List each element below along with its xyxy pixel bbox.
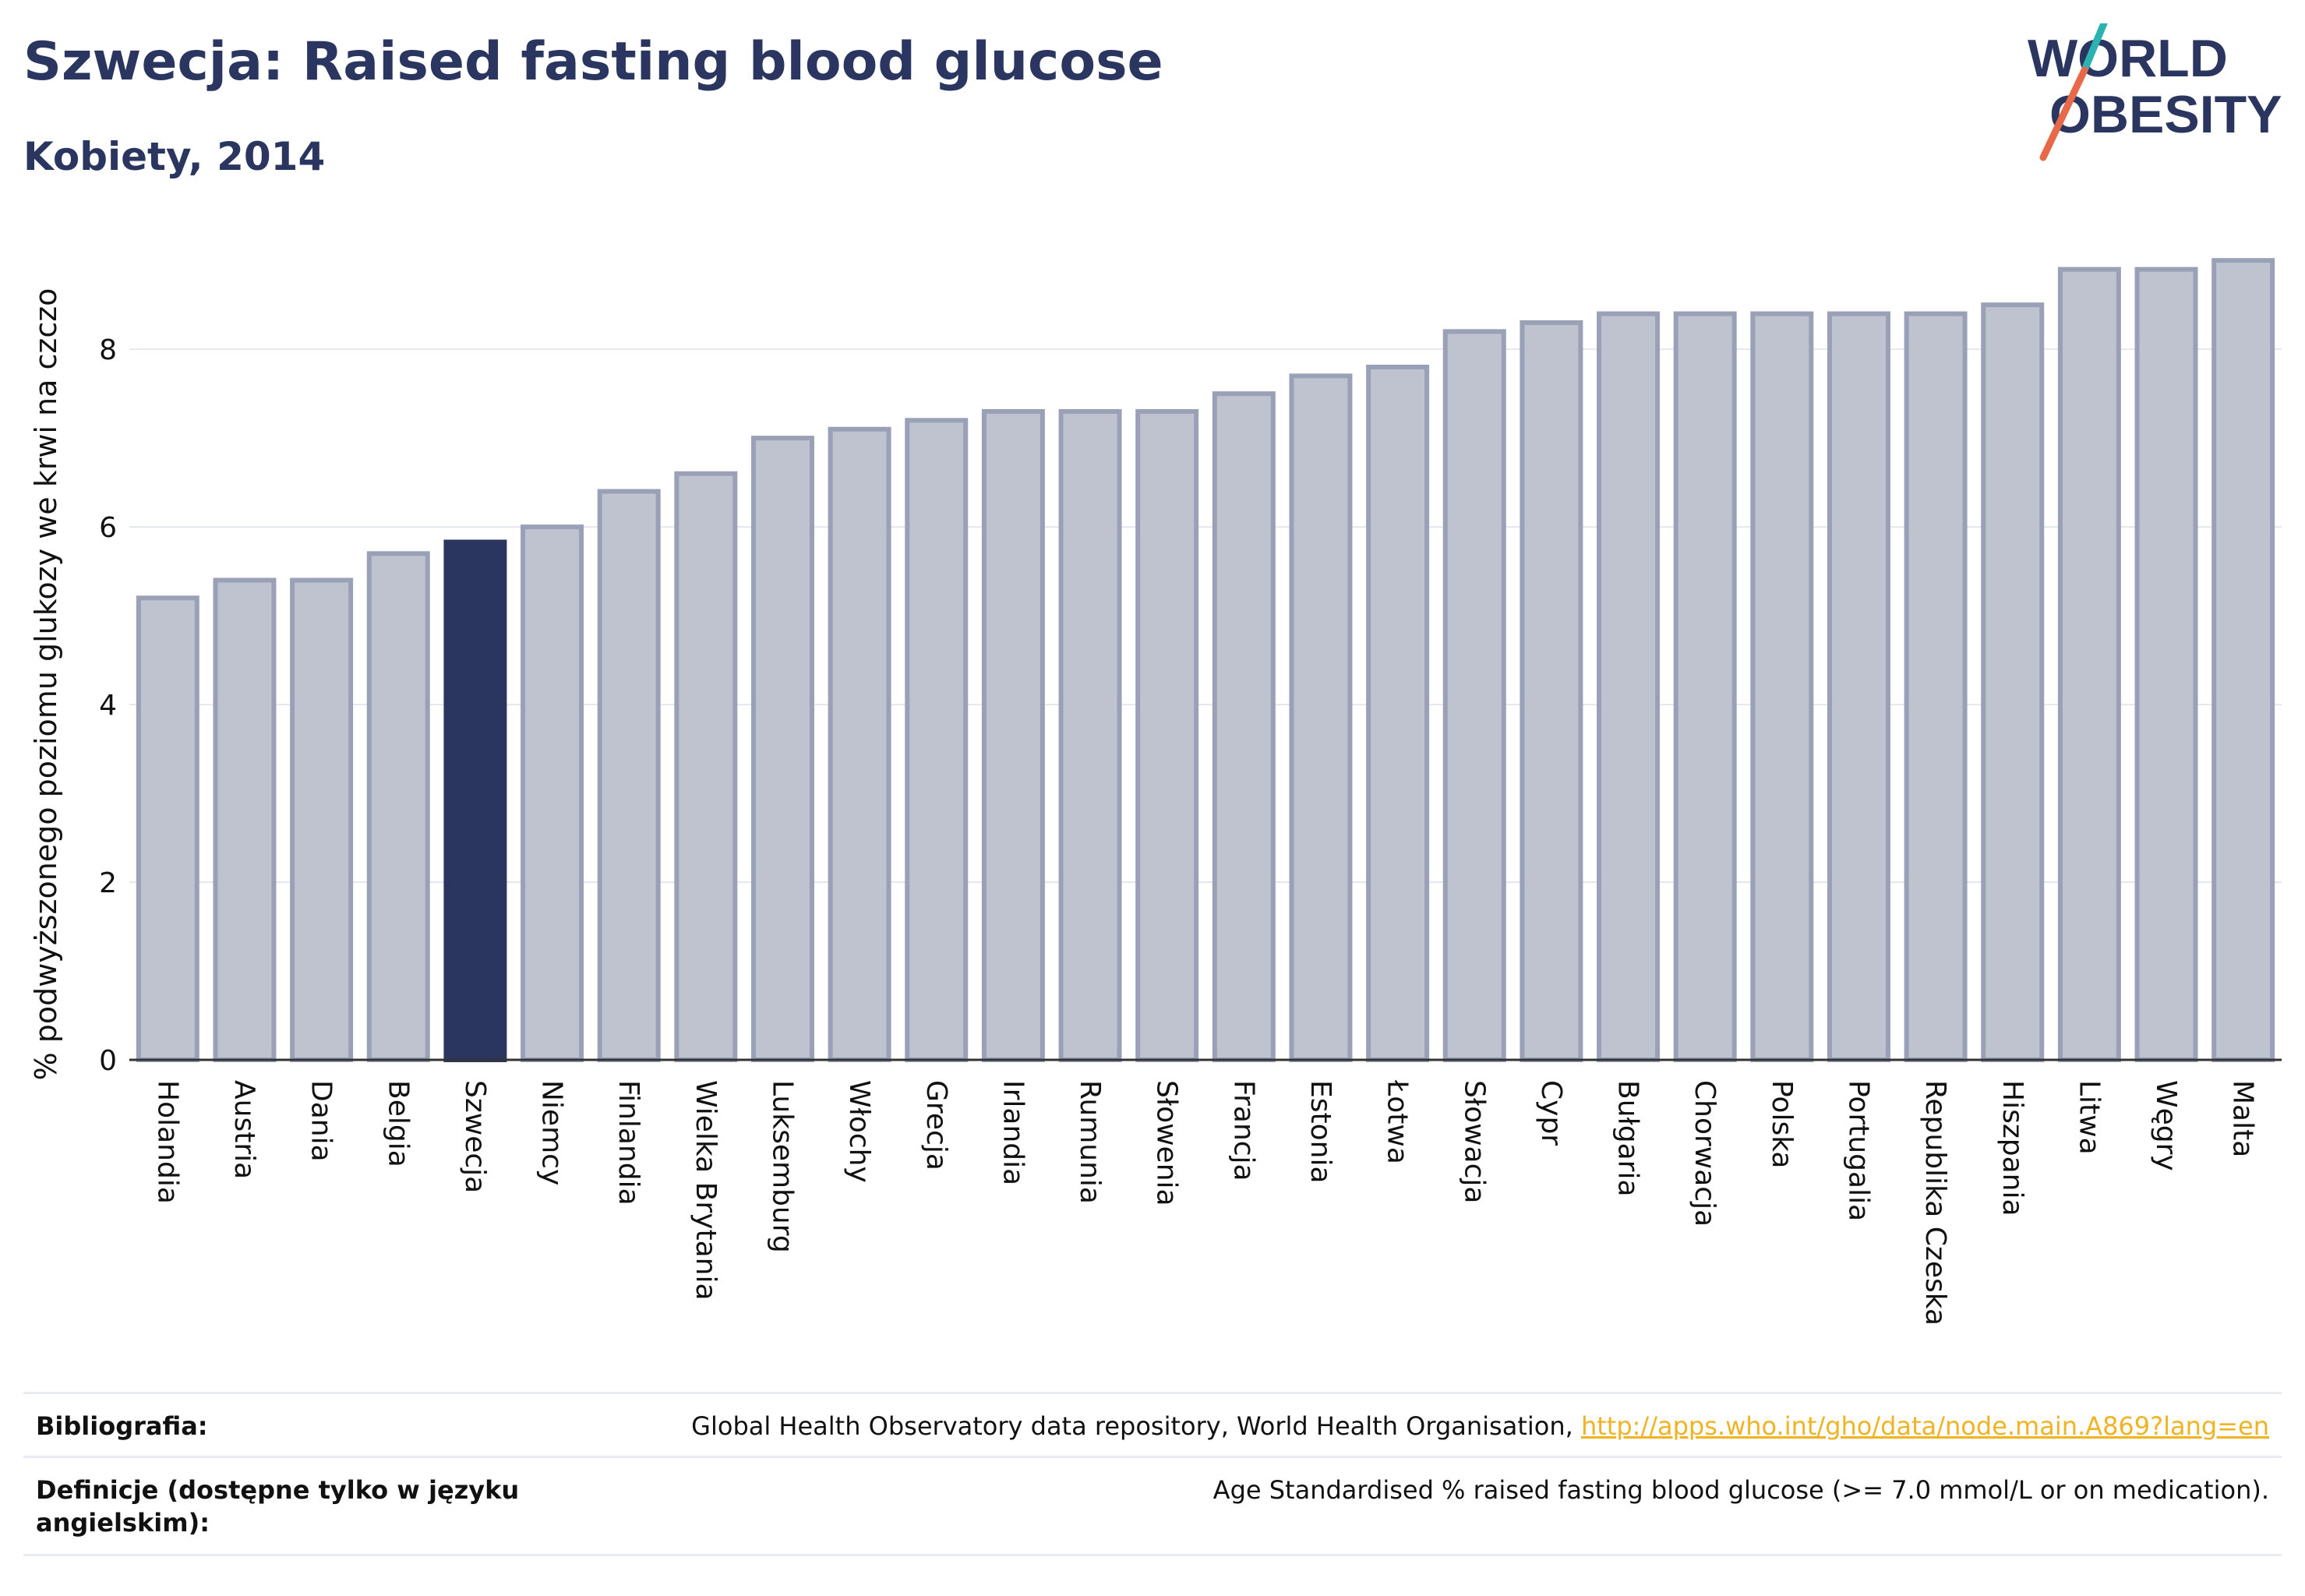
x-tick-label: Chorwacja xyxy=(1689,1080,1721,1227)
bar xyxy=(828,426,891,1062)
bar xyxy=(521,524,584,1062)
y-tick-label: 8 xyxy=(99,334,117,366)
bar-chart: Holandia Austria Dania Belgia Szwecja Niemcy F… xyxy=(29,258,2282,1326)
chart-subtitle: Kobiety, 2014 xyxy=(23,134,326,179)
x-tick-label: Grecja xyxy=(920,1080,952,1171)
x-tick-label: Dania xyxy=(305,1080,337,1162)
bar xyxy=(1904,311,1968,1063)
x-tick-label: Irlandia xyxy=(997,1080,1029,1185)
x-tick-label: Rumunia xyxy=(1074,1080,1106,1204)
bar xyxy=(213,577,277,1062)
bar xyxy=(290,577,354,1062)
x-tick-label: Niemcy xyxy=(536,1080,568,1185)
bibliography-label: Bibliografia: xyxy=(36,1411,208,1441)
y-tick-label: 0 xyxy=(99,1045,117,1077)
definition-value: Age Standardised % raised fasting blood … xyxy=(1213,1475,2269,1505)
bar xyxy=(2211,258,2275,1062)
x-tick-label: Polska xyxy=(1766,1080,1798,1168)
bar xyxy=(1289,373,1353,1062)
x-tick-label: Francja xyxy=(1227,1080,1259,1181)
bar xyxy=(1827,311,1890,1063)
x-tick-label: Malta xyxy=(2227,1080,2259,1157)
x-tick-label: Wielka Brytania xyxy=(690,1080,722,1301)
bar xyxy=(1135,408,1199,1062)
x-tick-label: Słowenia xyxy=(1151,1080,1183,1206)
y-axis-title: % podwyższonego poziomu glukozy we krwi … xyxy=(29,288,63,1081)
bibliography-text: Global Health Observatory data repositor… xyxy=(691,1411,1581,1441)
chart-title: Szwecja: Raised fasting blood glucose xyxy=(23,31,1163,93)
bar xyxy=(1673,311,1737,1063)
y-tick-label: 4 xyxy=(99,690,117,722)
x-tick-label: Finlandia xyxy=(612,1080,644,1206)
bibliography-row: Bibliografia: Global Health Observatory … xyxy=(23,1392,2282,1458)
y-tick-label: 2 xyxy=(99,867,117,899)
x-tick-label: Portugalia xyxy=(1842,1080,1874,1221)
bar xyxy=(905,418,969,1062)
bar xyxy=(1212,391,1276,1062)
definition-label: Definicje (dostępne tylko w języku angie… xyxy=(36,1475,520,1538)
x-tick-label: Holandia xyxy=(151,1080,183,1204)
bar xyxy=(750,436,814,1062)
bibliography-link[interactable]: http://apps.who.int/gho/data/node.main.A… xyxy=(1580,1411,2269,1441)
bar xyxy=(1520,320,1583,1062)
x-tick-labels: Holandia Austria Dania Belgia Szwecja Niemcy F… xyxy=(151,1079,2258,1326)
x-tick-label: Łotwa xyxy=(1382,1079,1414,1164)
x-tick-label: Włochy xyxy=(843,1080,875,1183)
footer-bottom-border xyxy=(23,1554,2282,1556)
bar xyxy=(2134,267,2198,1063)
bars xyxy=(136,258,2275,1063)
bar xyxy=(1442,329,1506,1062)
bar xyxy=(1058,408,1122,1062)
x-tick-label: Republika Czeska xyxy=(1919,1080,1951,1326)
y-tick-label: 6 xyxy=(99,512,117,544)
bar xyxy=(1597,311,1661,1063)
x-tick-label: Szwecja xyxy=(459,1080,491,1193)
x-tick-label: Słowacja xyxy=(1458,1080,1490,1203)
x-tick-label: Luksemburg xyxy=(766,1080,798,1253)
x-tick-label: Belgia xyxy=(382,1080,414,1167)
y-tick-labels: 0 2 4 6 8 xyxy=(99,334,117,1077)
x-tick-label: Węgry xyxy=(2150,1080,2182,1171)
x-tick-label: Bułgaria xyxy=(1612,1080,1644,1197)
bar xyxy=(366,551,430,1062)
logo-line2: OBESITY xyxy=(2049,85,2282,144)
bibliography-value: Global Health Observatory data repositor… xyxy=(691,1410,2269,1442)
x-tick-label: Austria xyxy=(228,1080,260,1179)
x-tick-label: Cypr xyxy=(1535,1080,1567,1146)
bar xyxy=(1750,311,1814,1063)
bar xyxy=(1981,302,2045,1062)
definition-row: Definicje (dostępne tylko w języku angie… xyxy=(23,1456,2282,1556)
bar-highlighted xyxy=(443,539,507,1062)
bar xyxy=(597,489,661,1062)
bar xyxy=(2057,267,2121,1063)
x-tick-label: Estonia xyxy=(1304,1080,1336,1184)
x-tick-label: Litwa xyxy=(2073,1080,2105,1155)
bar xyxy=(674,471,738,1062)
x-tick-label: Hiszpania xyxy=(1996,1080,2028,1216)
bar xyxy=(1366,364,1430,1063)
bar xyxy=(981,408,1045,1062)
bar xyxy=(136,595,199,1062)
logo-line1: WORLD xyxy=(2028,29,2228,88)
world-obesity-logo: WORLD OBESITY xyxy=(2028,23,2282,161)
